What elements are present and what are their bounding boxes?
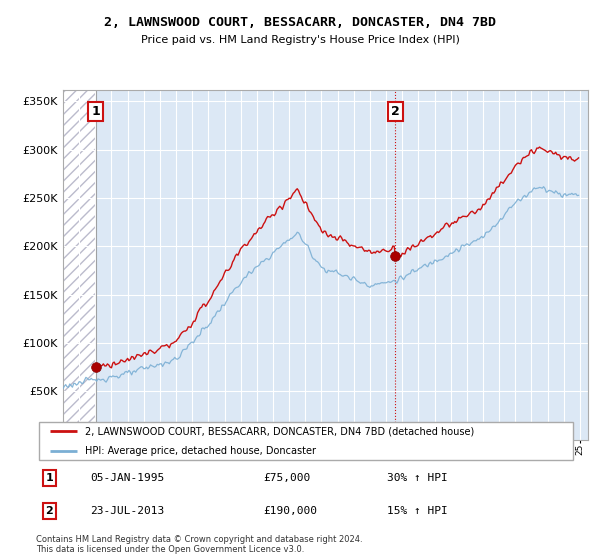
Text: HPI: Average price, detached house, Doncaster: HPI: Average price, detached house, Donc… [85,446,316,456]
Text: 15% ↑ HPI: 15% ↑ HPI [387,506,448,516]
Text: Contains HM Land Registry data © Crown copyright and database right 2024.
This d: Contains HM Land Registry data © Crown c… [36,535,362,554]
Text: Price paid vs. HM Land Registry's House Price Index (HPI): Price paid vs. HM Land Registry's House … [140,35,460,45]
Text: 23-JUL-2013: 23-JUL-2013 [90,506,164,516]
Text: 30% ↑ HPI: 30% ↑ HPI [387,473,448,483]
Text: £75,000: £75,000 [263,473,310,483]
Text: 2, LAWNSWOOD COURT, BESSACARR, DONCASTER, DN4 7BD (detached house): 2, LAWNSWOOD COURT, BESSACARR, DONCASTER… [85,426,474,436]
Text: 2, LAWNSWOOD COURT, BESSACARR, DONCASTER, DN4 7BD: 2, LAWNSWOOD COURT, BESSACARR, DONCASTER… [104,16,496,29]
Text: 2: 2 [46,506,53,516]
Text: 05-JAN-1995: 05-JAN-1995 [90,473,164,483]
Text: 1: 1 [46,473,53,483]
Text: £190,000: £190,000 [263,506,317,516]
Text: 2: 2 [391,105,400,118]
Bar [63,90,96,440]
FancyBboxPatch shape [39,422,574,460]
Text: 1: 1 [92,105,100,118]
